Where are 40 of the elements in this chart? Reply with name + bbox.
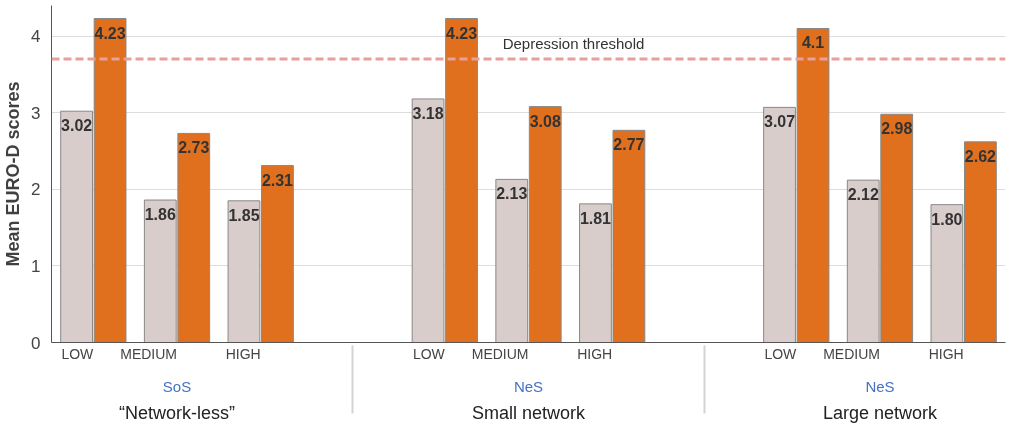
data-label: 2.13 [496,185,528,203]
text: “Network-less” [119,402,236,423]
data-label: 1.80 [931,210,963,228]
y-tick-label: 4 [31,27,41,47]
y-tick-label: 1 [31,256,41,276]
data-label: 2.62 [964,147,997,165]
data-label: 4.1 [801,34,825,52]
x-tick-label: MEDIUM [120,345,178,362]
data-label: 2.31 [261,171,294,189]
x-tick-label: LOW [61,345,95,362]
text: SoS [162,377,192,395]
text: NeS [865,377,895,395]
data-label: 1.86 [144,206,176,224]
data-label: 3.07 [763,113,796,131]
data-label: 2.98 [881,120,913,138]
data-label: 3.02 [61,117,93,135]
data-label: 2.77 [613,136,645,154]
y-tick-label: 3 [31,103,41,123]
ref-line-label: Depression threshold [502,35,645,53]
data-label: 2.12 [847,186,879,204]
y-axis-title: Mean EURO-D scores [3,81,24,267]
y-tick-label: 0 [31,333,41,353]
x-tick-label: HIGH [225,345,261,362]
data-label: 2.73 [178,139,210,157]
data-label: 1.81 [579,209,612,227]
x-tick-label: LOW [764,345,798,362]
x-tick-label: MEDIUM [471,345,529,362]
x-tick-label: MEDIUM [823,345,880,362]
text: Small network [471,402,587,423]
x-tick-label: LOW [412,345,446,362]
data-label: 1.85 [228,206,260,224]
data-label: 4.23 [94,24,126,42]
text: NeS [513,377,544,395]
y-tick-label: 2 [31,180,41,200]
x-tick-label: HIGH [577,345,613,362]
data-label: 3.08 [529,112,561,130]
x-tick-label: HIGH [928,345,964,362]
data-label: 3.18 [412,104,444,122]
text: Large network [822,402,939,423]
data-label: 4.23 [445,24,478,42]
